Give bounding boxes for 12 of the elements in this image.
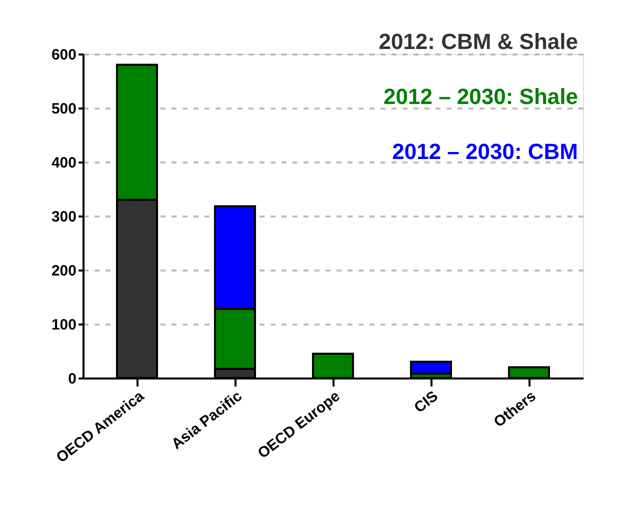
text: 2012 – 2030: CBM: [392, 139, 578, 164]
y-tick-label: 200: [51, 262, 76, 280]
text: 2012 – 2030: Shale: [384, 84, 578, 109]
y-tick-label: 400: [51, 154, 76, 172]
y-tick-label: 300: [51, 208, 76, 226]
y-tick-label: 0: [68, 370, 76, 388]
x-tick-label: CIS: [411, 388, 442, 417]
y-tick-label: 600: [51, 46, 76, 64]
bar: [410, 360, 452, 375]
y-tick-label: 100: [51, 316, 76, 334]
y-tick-label: 500: [51, 100, 76, 118]
text: 2012: CBM & Shale: [378, 29, 578, 54]
